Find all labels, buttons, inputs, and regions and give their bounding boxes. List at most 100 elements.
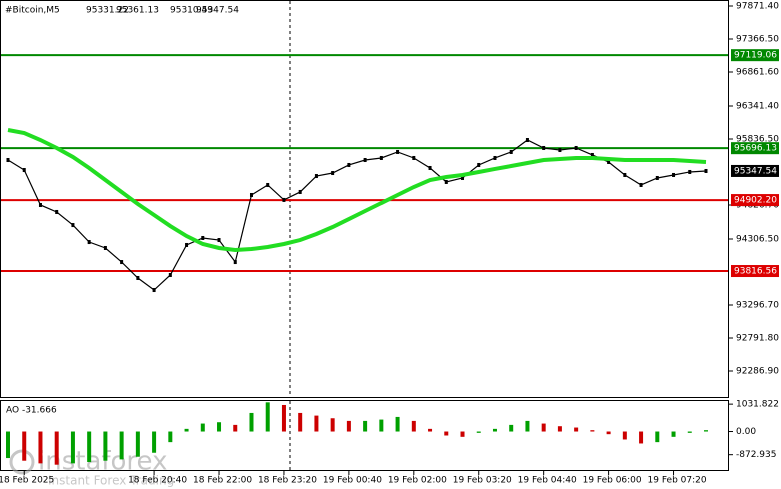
candle — [477, 162, 481, 167]
y-tick-label: 93296.70 — [736, 301, 779, 311]
ao-bar — [509, 424, 514, 432]
ao-bar — [590, 430, 595, 432]
x-tick-label: 18 Feb 22:00 — [193, 476, 252, 486]
candle — [347, 162, 351, 167]
current-price-tag — [731, 164, 779, 177]
ao-bar — [217, 422, 222, 432]
ao-bar — [152, 431, 157, 453]
ao-tick-label: -872.935 — [736, 450, 776, 460]
y-tick-label: 92286.90 — [736, 367, 779, 377]
candle — [217, 238, 221, 243]
y-tick-label: 95836.50 — [736, 134, 779, 144]
ao-bar — [200, 423, 205, 432]
ao-bar — [314, 415, 319, 432]
ao-bar — [574, 427, 579, 432]
x-tick-label: 19 Feb 00:40 — [323, 476, 382, 486]
ohlc-open: 95331.22 — [86, 6, 129, 16]
ao-bar — [233, 424, 238, 432]
ao-title: AO -31.666 — [6, 406, 57, 416]
candle — [704, 168, 708, 173]
ao-bar — [428, 428, 433, 432]
candle — [655, 175, 659, 180]
candle — [233, 260, 237, 265]
price-line — [7, 139, 707, 291]
level-tag — [731, 194, 779, 207]
ao-bar — [379, 419, 384, 432]
ao-bar — [622, 431, 627, 440]
candle — [120, 260, 124, 265]
level-tag — [731, 49, 779, 62]
x-tick-label: 19 Feb 06:00 — [583, 476, 642, 486]
x-tick-label: 18 Feb 23:20 — [258, 476, 317, 486]
ao-bar — [70, 431, 75, 464]
ao-bar — [687, 431, 692, 433]
watermark-brand: instaforex — [38, 447, 167, 477]
candle — [688, 169, 692, 174]
ao-bar — [476, 431, 481, 433]
ao-bar — [460, 431, 465, 437]
y-tick-label: 96341.40 — [736, 101, 779, 111]
candle — [623, 172, 627, 177]
ohlc-high: 95361.13 — [116, 6, 159, 16]
candle — [331, 171, 335, 176]
ao-bar — [639, 431, 644, 444]
ao-bar — [281, 404, 286, 432]
ao-bar — [671, 431, 676, 437]
candle — [71, 223, 75, 228]
candle — [525, 138, 529, 143]
candle — [298, 189, 302, 194]
ao-bar — [346, 420, 351, 432]
candle — [672, 172, 676, 177]
candle — [185, 242, 189, 247]
candle — [542, 145, 546, 150]
ao-bar — [184, 428, 189, 432]
candle — [201, 235, 205, 240]
ao-bar — [444, 431, 449, 436]
ohlc-low: 95310.49 — [170, 6, 213, 16]
candle — [87, 240, 91, 245]
candle — [136, 275, 140, 280]
ao-bar — [704, 430, 708, 432]
level-label: 94902.20 — [734, 196, 777, 206]
ao-bar — [249, 412, 254, 432]
ao-bar — [6, 431, 10, 459]
x-tick-label: 18 Feb 2025 — [0, 476, 54, 486]
ao-bar — [168, 431, 173, 443]
y-tick-label: 96861.60 — [736, 67, 779, 77]
level-tag — [731, 265, 779, 278]
x-tick-label: 19 Feb 03:20 — [453, 476, 512, 486]
watermark-tagline: Instant Forex Trading — [48, 474, 174, 488]
ao-frame — [0, 400, 729, 471]
moving-average — [7, 128, 707, 253]
level-tag — [731, 142, 779, 155]
ao-bar — [411, 420, 416, 432]
ao-bar — [54, 431, 59, 465]
candle — [152, 288, 156, 293]
x-tick-label: 19 Feb 04:40 — [518, 476, 577, 486]
candle — [428, 165, 432, 170]
ao-bar — [557, 426, 562, 432]
ao-bar — [298, 412, 303, 432]
candle — [379, 155, 383, 160]
candle — [22, 168, 26, 173]
candle — [363, 158, 367, 163]
y-tick-label: 92791.80 — [736, 334, 779, 344]
candle — [493, 155, 497, 160]
candle — [590, 152, 594, 157]
candle — [396, 149, 400, 154]
x-tick-label: 18 Feb 20:40 — [128, 476, 187, 486]
ao-bar — [119, 431, 124, 460]
candle — [461, 175, 465, 180]
y-tick-label: 94306.50 — [736, 235, 779, 245]
candle — [314, 174, 318, 179]
x-tick-label: 19 Feb 07:20 — [648, 476, 707, 486]
ao-bar — [395, 416, 400, 432]
candle — [55, 209, 59, 214]
ao-tick-label: 0.00 — [736, 427, 756, 437]
y-tick-label: 97871.40 — [736, 1, 779, 11]
ohlc-close: 95347.54 — [196, 6, 239, 16]
candle — [6, 158, 10, 163]
y-tick-label: 97366.50 — [736, 34, 779, 44]
ao-bar — [135, 431, 140, 457]
